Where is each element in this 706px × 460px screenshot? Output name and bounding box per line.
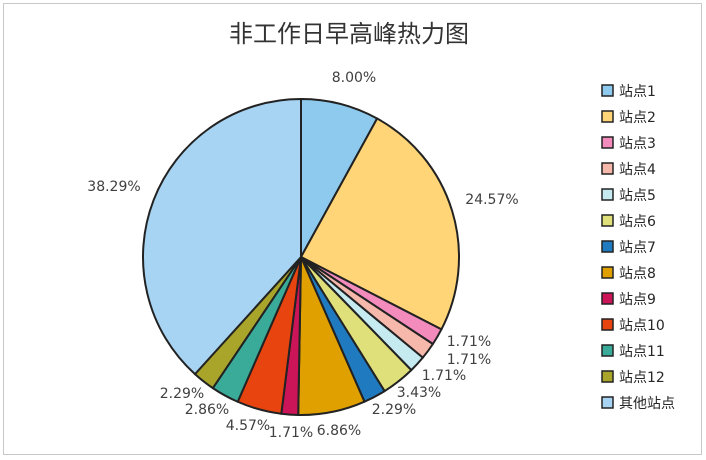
slice-label-8: 6.86% (317, 423, 361, 439)
slice-label-12: 2.29% (160, 386, 204, 402)
legend-label-11: 站点11 (619, 344, 665, 360)
legend-label-6: 站点6 (619, 214, 656, 230)
slice-label-6: 3.43% (397, 385, 441, 401)
pie-slices (142, 98, 460, 416)
legend-item-2: 站点2 (601, 110, 656, 126)
chart-title: 非工作日早高峰热力图 (229, 20, 469, 48)
legend-swatch-12 (601, 370, 614, 383)
legend-item-5: 站点5 (601, 188, 656, 204)
legend-label-7: 站点7 (619, 240, 656, 256)
legend-label-3: 站点3 (619, 136, 656, 152)
slice-labels: 8.00%24.57%1.71%1.71%1.71%3.43%2.29%6.86… (87, 70, 518, 441)
legend-item-12: 站点12 (601, 370, 665, 386)
slice-label-7: 2.29% (372, 402, 416, 418)
legend-swatch-1 (601, 84, 614, 97)
legend: 站点1 站点2 站点3 站点4 站点5 站点6 站点7 站点8 站点9 站点10 站点11 站点12 其… (601, 84, 675, 412)
legend-swatch-7 (601, 240, 614, 253)
slice-label-11: 2.86% (185, 402, 229, 418)
legend-item-9: 站点9 (601, 292, 656, 308)
slice-label-13: 38.29% (87, 179, 140, 195)
pie-slice-13 (142, 98, 302, 376)
legend-item-10: 站点10 (601, 318, 665, 334)
legend-label-2: 站点2 (619, 110, 656, 126)
legend-label-4: 站点4 (619, 162, 656, 178)
legend-swatch-9 (601, 292, 614, 305)
pie-chart: 非工作日早高峰热力图 8.00%24.57%1.71%1.71%1.71%3.4… (87, 20, 675, 441)
slice-label-1: 8.00% (332, 70, 376, 86)
legend-item-11: 站点11 (601, 344, 665, 360)
legend-label-9: 站点9 (619, 292, 656, 308)
legend-label-10: 站点10 (619, 318, 665, 334)
legend-swatch-5 (601, 188, 614, 201)
legend-swatch-11 (601, 344, 614, 357)
legend-swatch-3 (601, 136, 614, 149)
legend-swatch-13 (601, 396, 614, 409)
legend-swatch-8 (601, 266, 614, 279)
legend-item-8: 站点8 (601, 266, 656, 282)
legend-label-5: 站点5 (619, 188, 656, 204)
legend-item-4: 站点4 (601, 162, 656, 178)
legend-swatch-6 (601, 214, 614, 227)
slice-label-3: 1.71% (447, 334, 491, 350)
legend-item-6: 站点6 (601, 214, 656, 230)
legend-item-13: 其他站点 (601, 396, 675, 412)
legend-swatch-10 (601, 318, 614, 331)
slice-label-5: 1.71% (422, 368, 466, 384)
slice-label-10: 4.57% (226, 418, 270, 434)
legend-label-13: 其他站点 (619, 396, 675, 412)
chart-area: 非工作日早高峰热力图 8.00% 24.57% 1.71% 1.71% 1.71% 3.4… (3, 3, 702, 455)
legend-item-1: 站点1 (601, 84, 656, 100)
legend-label-12: 站点12 (619, 370, 665, 386)
legend-label-8: 站点8 (619, 266, 656, 282)
legend-item-3: 站点3 (601, 136, 656, 152)
legend-item-7: 站点7 (601, 240, 656, 256)
legend-label-1: 站点1 (619, 84, 656, 100)
legend-swatch-4 (601, 162, 614, 175)
legend-swatch-2 (601, 110, 614, 123)
slice-label-4: 1.71% (447, 352, 491, 368)
slice-label-2: 24.57% (465, 192, 518, 208)
slice-label-9: 1.71% (269, 425, 313, 441)
